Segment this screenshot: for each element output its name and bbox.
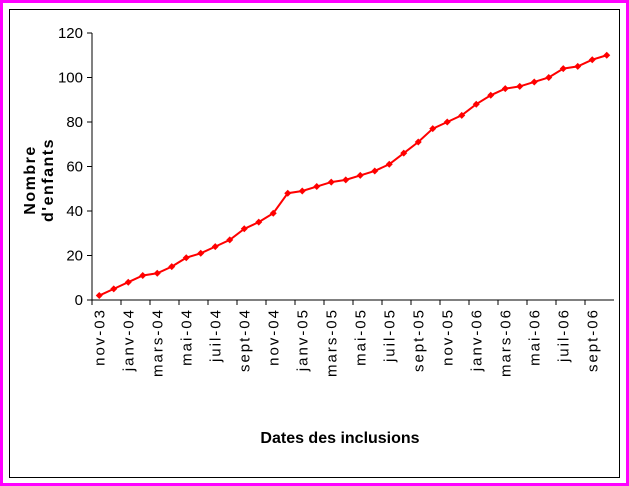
chart-border <box>9 9 620 478</box>
marker <box>385 160 393 168</box>
marker <box>95 292 103 300</box>
marker <box>487 91 495 99</box>
x-tick-label: janv-04 <box>120 308 137 372</box>
y-axis-title: d'enfants <box>40 138 57 222</box>
marker <box>327 178 335 186</box>
x-tick-label: juil-05 <box>381 308 398 363</box>
y-tick-label: 60 <box>66 159 83 176</box>
marker <box>342 176 350 184</box>
x-tick-label: mars-05 <box>323 308 340 377</box>
x-tick-label: nov-04 <box>265 308 282 366</box>
marker <box>472 100 480 108</box>
x-tick-label: mai-04 <box>178 308 195 366</box>
y-tick-label: 80 <box>66 114 83 131</box>
marker <box>110 285 118 293</box>
marker <box>269 209 277 217</box>
marker <box>226 236 234 244</box>
marker <box>168 263 176 271</box>
y-axis-title: Nombre <box>22 145 39 214</box>
marker <box>414 138 422 146</box>
marker <box>298 187 306 195</box>
x-tick-label: mai-05 <box>352 308 369 366</box>
marker <box>371 167 379 175</box>
x-tick-label: mars-06 <box>497 308 514 377</box>
marker <box>443 118 451 126</box>
marker <box>240 225 248 233</box>
marker <box>400 149 408 157</box>
x-tick-label: janv-05 <box>294 308 311 372</box>
x-tick-label: juil-06 <box>555 308 572 363</box>
marker <box>356 171 364 179</box>
marker <box>588 56 596 64</box>
marker <box>182 254 190 262</box>
marker <box>603 51 611 59</box>
x-tick-label: mars-04 <box>149 308 166 377</box>
x-tick-label: mai-06 <box>526 308 543 366</box>
marker <box>501 85 509 93</box>
y-tick-label: 40 <box>66 203 83 220</box>
marker <box>516 82 524 90</box>
marker <box>197 249 205 257</box>
y-tick-label: 0 <box>75 292 83 309</box>
x-tick-label: sept-04 <box>236 308 253 372</box>
marker <box>284 189 292 197</box>
x-tick-label: juil-04 <box>207 308 224 363</box>
marker <box>458 111 466 119</box>
x-tick-label: nov-03 <box>91 308 108 366</box>
marker <box>153 269 161 277</box>
marker <box>559 65 567 73</box>
x-tick-label: sept-05 <box>410 308 427 372</box>
x-tick-label: nov-05 <box>439 308 456 366</box>
marker <box>139 272 147 280</box>
marker <box>545 74 553 81</box>
x-tick-label: janv-06 <box>468 308 485 372</box>
marker <box>124 278 132 286</box>
marker <box>530 78 538 86</box>
marker <box>429 125 437 133</box>
marker <box>211 243 219 251</box>
x-tick-label: sept-06 <box>584 308 601 372</box>
y-tick-label: 20 <box>66 248 83 265</box>
y-tick-label: 100 <box>58 70 83 87</box>
marker <box>313 183 321 191</box>
y-tick-label: 120 <box>58 25 83 42</box>
x-axis-title: Dates des inclusions <box>260 430 419 447</box>
marker <box>255 218 263 226</box>
marker <box>574 62 582 70</box>
